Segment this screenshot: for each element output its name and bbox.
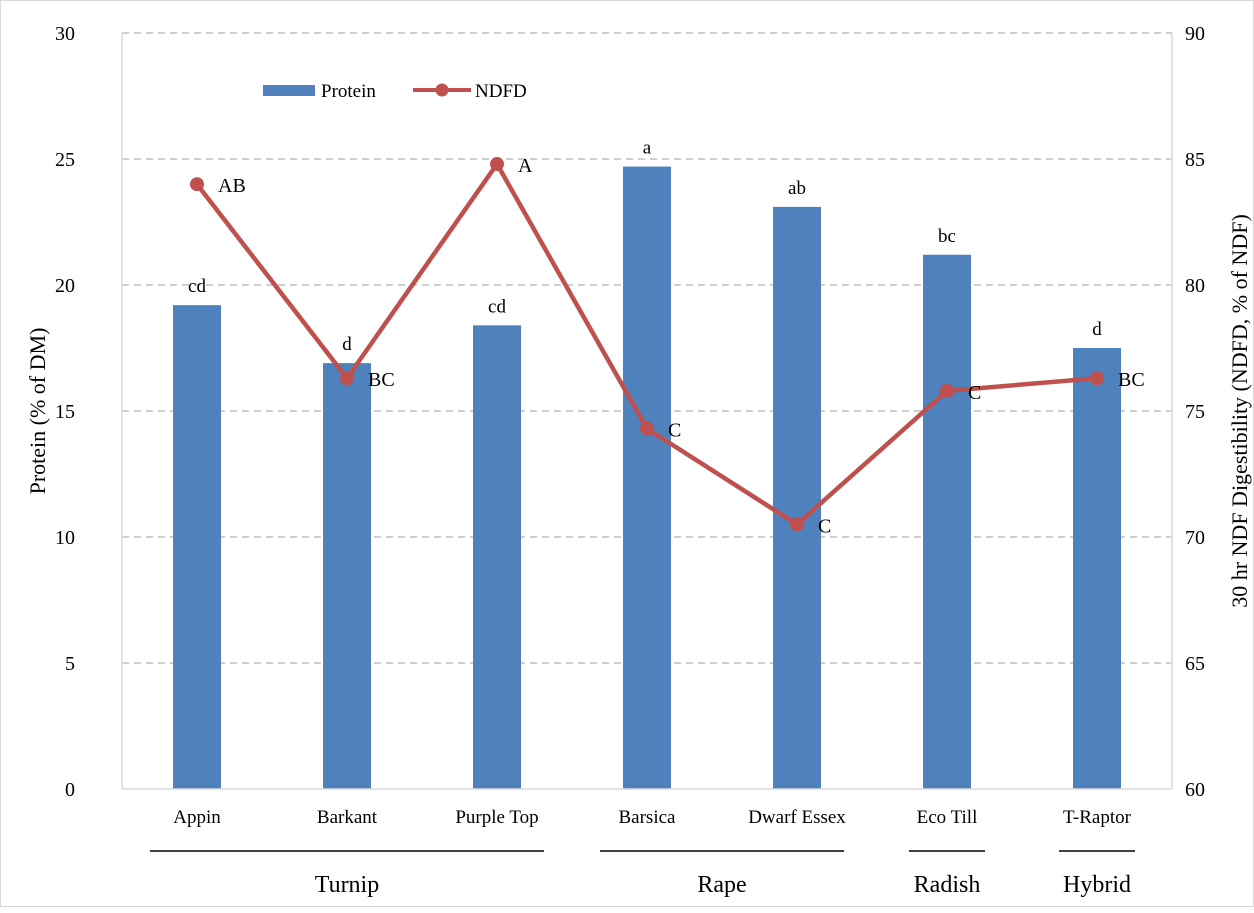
- ndfd-point: [340, 371, 354, 386]
- group-label: Turnip: [315, 872, 379, 898]
- ndfd-point: [940, 383, 954, 398]
- y-tick-label: 30: [55, 23, 75, 45]
- tick-labels: 0 5 10 15 20 25 30 60 65 70 75 80 85 90 Appin Barkant Pu…: [55, 23, 1205, 828]
- protein-bar: [323, 363, 371, 789]
- x-category-label: T-Raptor: [1063, 807, 1132, 828]
- legend-ndfd-marker: [435, 83, 449, 97]
- data-labels: cd d cd a ab bc d AB BC A C C C BC: [188, 138, 1145, 538]
- y-tick-label: 0: [65, 779, 75, 801]
- protein-bar-label: ab: [788, 178, 806, 199]
- protein-bar: [923, 254, 971, 789]
- y2-tick-label: 80: [1185, 275, 1205, 297]
- protein-bars: [173, 166, 1121, 789]
- y2-tick-label: 90: [1185, 23, 1205, 45]
- ndfd-point: [1090, 371, 1104, 386]
- ndfd-point-label: C: [968, 382, 981, 404]
- category-groups: Turnip Rape Radish Hybrid: [150, 850, 1135, 898]
- ndfd-point-label: C: [668, 420, 681, 442]
- protein-bar-label: a: [643, 138, 652, 159]
- x-category-label: Appin: [173, 807, 221, 828]
- protein-bar-label: cd: [188, 276, 206, 297]
- ndfd-point-label: BC: [1118, 369, 1145, 391]
- group-label: Rape: [697, 872, 746, 898]
- x-category-label: Dwarf Essex: [748, 807, 846, 828]
- ndfd-point: [790, 517, 804, 532]
- gridlines: [122, 32, 1172, 664]
- x-category-label: Barkant: [317, 807, 378, 828]
- y-tick-label: 15: [55, 401, 75, 423]
- ndfd-point: [640, 421, 654, 436]
- x-category-label: Barsica: [619, 807, 677, 828]
- protein-bar: [623, 166, 671, 789]
- x-category-label: Eco Till: [917, 807, 978, 828]
- protein-bar: [1073, 348, 1121, 789]
- axes: [121, 33, 1173, 790]
- protein-bar-label: cd: [488, 296, 506, 317]
- ndfd-line: [190, 157, 1104, 532]
- ndfd-point-label: BC: [368, 369, 395, 391]
- y-tick-label: 20: [55, 275, 75, 297]
- y2-tick-label: 70: [1185, 527, 1205, 549]
- y2-axis-title: 30 hr NDF Digestibility (NDFD, % of NDF): [1227, 214, 1252, 608]
- ndfd-point-label: A: [518, 155, 533, 177]
- legend-ndfd-label: NDFD: [475, 81, 527, 102]
- y-axis-title: Protein (% of DM): [25, 328, 50, 495]
- group-label: Radish: [914, 872, 981, 898]
- protein-bar-label: bc: [938, 226, 956, 247]
- protein-bar: [473, 325, 521, 789]
- protein-bar-label: d: [1092, 319, 1102, 340]
- ndfd-point: [490, 157, 504, 172]
- ndfd-point: [190, 177, 204, 192]
- legend-protein-label: Protein: [321, 81, 376, 102]
- y-tick-label: 5: [65, 653, 75, 675]
- y2-tick-label: 85: [1185, 149, 1205, 171]
- legend: Protein NDFD: [263, 81, 527, 102]
- ndfd-point-label: C: [818, 515, 831, 537]
- y2-tick-label: 75: [1185, 401, 1205, 423]
- y2-tick-label: 65: [1185, 653, 1205, 675]
- ndfd-point-label: AB: [218, 175, 246, 197]
- group-label: Hybrid: [1063, 872, 1131, 898]
- y-tick-label: 10: [55, 527, 75, 549]
- protein-bar: [773, 206, 821, 789]
- legend-protein-swatch: [263, 85, 315, 96]
- protein-bar: [173, 305, 221, 789]
- y2-tick-label: 60: [1185, 779, 1205, 801]
- x-category-label: Purple Top: [455, 807, 538, 828]
- protein-bar-label: d: [342, 334, 352, 355]
- y-tick-label: 25: [55, 149, 75, 171]
